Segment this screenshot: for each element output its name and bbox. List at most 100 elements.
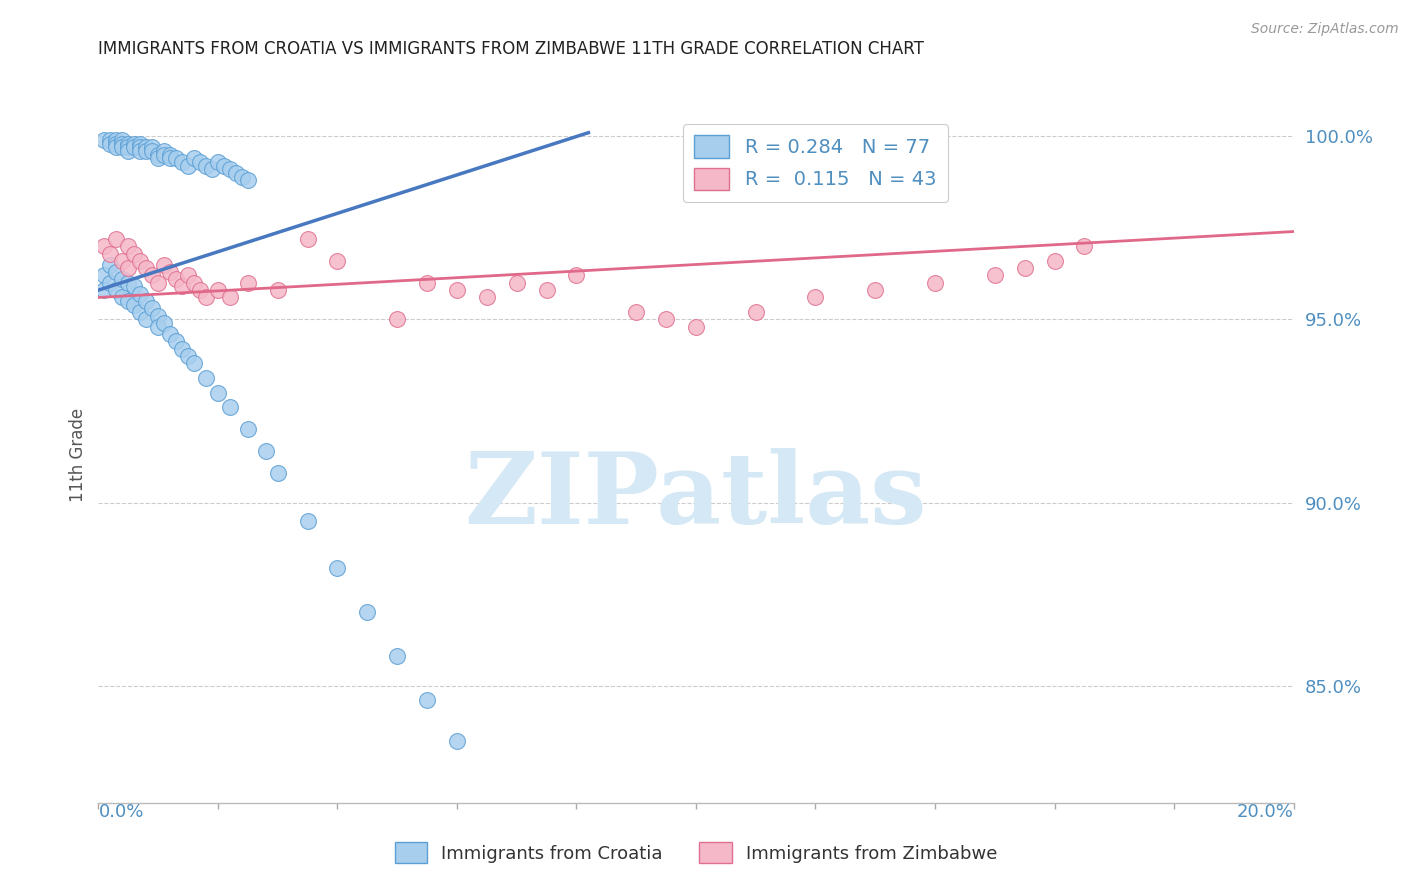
Point — [153, 144, 176, 158]
Point — [236, 276, 259, 290]
Point — [655, 312, 678, 326]
Point — [129, 140, 152, 154]
Point — [135, 294, 157, 309]
Point — [124, 298, 146, 312]
Point — [105, 265, 128, 279]
Point — [93, 283, 115, 297]
Point — [212, 159, 235, 173]
Point — [446, 733, 468, 747]
Text: 20.0%: 20.0% — [1237, 803, 1294, 821]
Point — [135, 312, 157, 326]
Point — [385, 649, 409, 664]
Point — [117, 239, 139, 253]
Point — [177, 159, 200, 173]
Point — [446, 283, 468, 297]
Point — [129, 253, 152, 268]
Point — [172, 279, 194, 293]
Point — [231, 169, 253, 184]
Point — [236, 173, 259, 187]
Point — [219, 162, 242, 177]
Point — [98, 246, 122, 260]
Point — [141, 268, 163, 283]
Legend: Immigrants from Croatia, Immigrants from Zimbabwe: Immigrants from Croatia, Immigrants from… — [387, 835, 1005, 871]
Point — [165, 334, 187, 349]
Point — [105, 140, 128, 154]
Point — [124, 136, 146, 151]
Point — [254, 444, 277, 458]
Point — [1073, 239, 1095, 253]
Point — [135, 144, 157, 158]
Point — [536, 283, 558, 297]
Point — [626, 305, 648, 319]
Point — [195, 159, 218, 173]
Point — [159, 147, 181, 161]
Point — [1043, 253, 1066, 268]
Point — [188, 155, 211, 169]
Point — [924, 276, 946, 290]
Point — [141, 144, 163, 158]
Point — [326, 253, 349, 268]
Point — [105, 232, 128, 246]
Point — [159, 327, 181, 342]
Point — [111, 290, 134, 304]
Text: IMMIGRANTS FROM CROATIA VS IMMIGRANTS FROM ZIMBABWE 11TH GRADE CORRELATION CHART: IMMIGRANTS FROM CROATIA VS IMMIGRANTS FR… — [98, 40, 924, 58]
Point — [117, 144, 139, 158]
Point — [159, 265, 181, 279]
Text: ZIPatlas: ZIPatlas — [465, 448, 927, 545]
Point — [153, 258, 176, 272]
Point — [225, 166, 247, 180]
Point — [148, 319, 170, 334]
Point — [745, 305, 768, 319]
Point — [188, 283, 211, 297]
Point — [506, 276, 529, 290]
Point — [183, 356, 205, 370]
Point — [93, 239, 115, 253]
Point — [159, 151, 181, 165]
Point — [141, 301, 163, 316]
Point — [105, 283, 128, 297]
Point — [124, 140, 146, 154]
Point — [129, 286, 152, 301]
Point — [117, 261, 139, 276]
Point — [195, 290, 218, 304]
Point — [172, 342, 194, 356]
Point — [172, 155, 194, 169]
Y-axis label: 11th Grade: 11th Grade — [69, 408, 87, 502]
Point — [98, 136, 122, 151]
Point — [219, 401, 242, 415]
Text: Source: ZipAtlas.com: Source: ZipAtlas.com — [1251, 22, 1399, 37]
Point — [117, 294, 139, 309]
Point — [135, 261, 157, 276]
Point — [475, 290, 498, 304]
Point — [105, 133, 128, 147]
Point — [153, 147, 176, 161]
Point — [111, 136, 134, 151]
Point — [207, 155, 229, 169]
Point — [141, 140, 163, 154]
Point — [111, 133, 134, 147]
Point — [984, 268, 1007, 283]
Point — [207, 283, 229, 297]
Point — [124, 279, 146, 293]
Point — [416, 276, 439, 290]
Point — [201, 162, 224, 177]
Point — [195, 371, 218, 385]
Point — [177, 268, 200, 283]
Point — [135, 140, 157, 154]
Point — [111, 253, 134, 268]
Point — [219, 290, 242, 304]
Point — [565, 268, 588, 283]
Point — [148, 276, 170, 290]
Point — [267, 283, 290, 297]
Point — [111, 140, 134, 154]
Point — [124, 246, 146, 260]
Point — [385, 312, 409, 326]
Point — [117, 276, 139, 290]
Point — [98, 133, 122, 147]
Point — [111, 272, 134, 286]
Point — [93, 133, 115, 147]
Point — [416, 693, 439, 707]
Point — [326, 561, 349, 575]
Point — [98, 258, 122, 272]
Point — [148, 151, 170, 165]
